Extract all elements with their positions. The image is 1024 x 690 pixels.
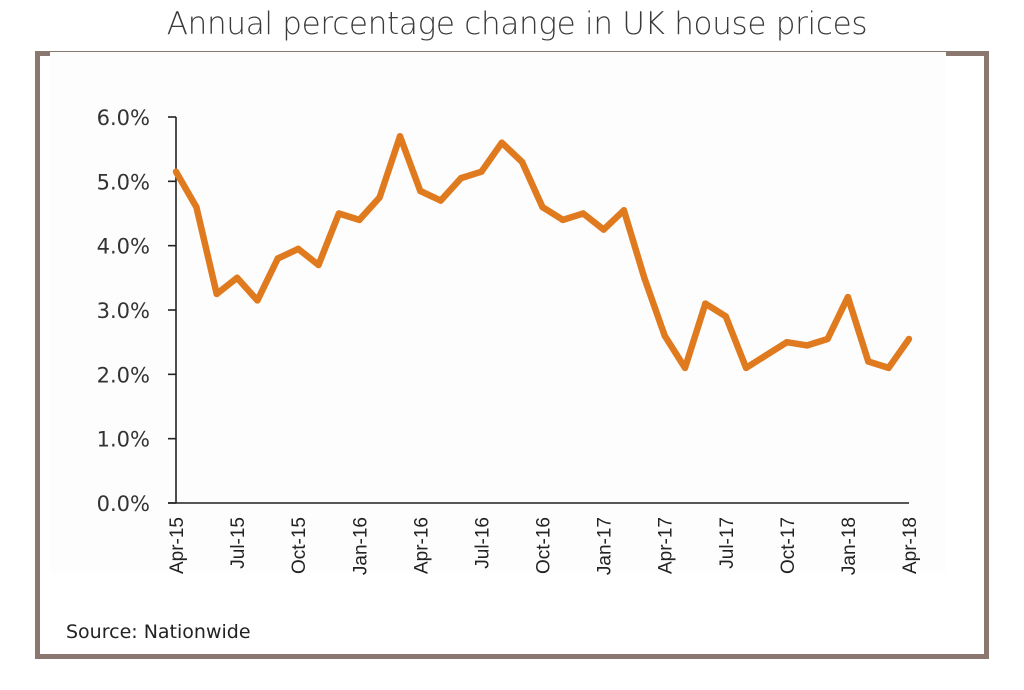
- data-point: [783, 338, 791, 346]
- y-tick-label: 2.0%: [97, 363, 150, 387]
- data-point: [844, 293, 852, 301]
- series-line: [173, 133, 912, 372]
- data-point: [763, 351, 770, 359]
- x-tick-label: Apr-18: [900, 517, 921, 574]
- data-point: [498, 139, 505, 146]
- data-point: [803, 342, 811, 349]
- data-point: [315, 261, 322, 269]
- data-point: [539, 203, 546, 211]
- data-point: [478, 168, 485, 175]
- y-tick-label: 5.0%: [97, 170, 150, 194]
- x-tick-label: Jul-17: [717, 517, 738, 569]
- x-tick-label: Apr-15: [167, 517, 188, 574]
- data-point: [457, 174, 465, 182]
- data-point: [885, 364, 892, 372]
- data-point: [559, 216, 567, 224]
- x-tick-label: Jan-18: [839, 517, 860, 575]
- data-point: [213, 290, 220, 298]
- data-point: [661, 332, 668, 339]
- data-point: [620, 207, 628, 214]
- data-point: [905, 335, 913, 343]
- x-tick-label: Apr-16: [411, 517, 432, 574]
- x-tick-label: Oct-17: [778, 517, 799, 574]
- data-point: [600, 226, 607, 233]
- chart-title: Annual percentage change in UK house pri…: [166, 6, 868, 42]
- data-point: [376, 194, 383, 201]
- y-tick-label: 3.0%: [97, 299, 150, 323]
- data-point: [824, 335, 831, 343]
- data-point: [294, 245, 302, 253]
- y-tick-label: 6.0%: [97, 106, 150, 130]
- y-tick-label: 4.0%: [97, 235, 150, 259]
- x-tick-label: Jan-16: [350, 517, 371, 575]
- data-point: [437, 197, 444, 204]
- data-point: [518, 158, 526, 166]
- data-point: [865, 358, 872, 365]
- series-layer: [172, 133, 913, 372]
- y-tick-label: 1.0%: [97, 428, 150, 452]
- y-axis: 0.0% 1.0% 2.0% 3.0% 4.0% 5.0% 6.0%: [97, 106, 177, 516]
- x-tick-label: Jul-16: [472, 517, 493, 569]
- x-tick-label: Jul-15: [228, 517, 249, 569]
- data-point: [641, 274, 648, 282]
- plot-background: [50, 52, 946, 572]
- data-point: [742, 364, 750, 372]
- data-point: [681, 364, 689, 372]
- data-point: [580, 210, 587, 217]
- data-point: [335, 210, 343, 217]
- data-point: [193, 203, 200, 211]
- data-point: [417, 187, 424, 195]
- data-point: [396, 133, 404, 140]
- data-point: [702, 300, 709, 307]
- data-point: [172, 168, 180, 175]
- x-axis: Apr-15 Jul-15 Oct-15 Jan-16 Apr-16 Jul-16 Oct-…: [167, 502, 921, 575]
- x-tick-label: Oct-15: [289, 517, 310, 574]
- x-tick-label: Oct-16: [534, 517, 555, 574]
- data-point: [356, 216, 363, 224]
- data-point: [722, 313, 729, 320]
- y-tick-label: 0.0%: [97, 492, 150, 516]
- source-note: Source: Nationwide: [66, 621, 251, 643]
- data-point: [274, 255, 282, 262]
- data-point: [254, 297, 261, 304]
- data-point: [233, 274, 241, 282]
- x-tick-label: Apr-17: [656, 517, 677, 574]
- x-tick-label: Jan-17: [595, 517, 616, 575]
